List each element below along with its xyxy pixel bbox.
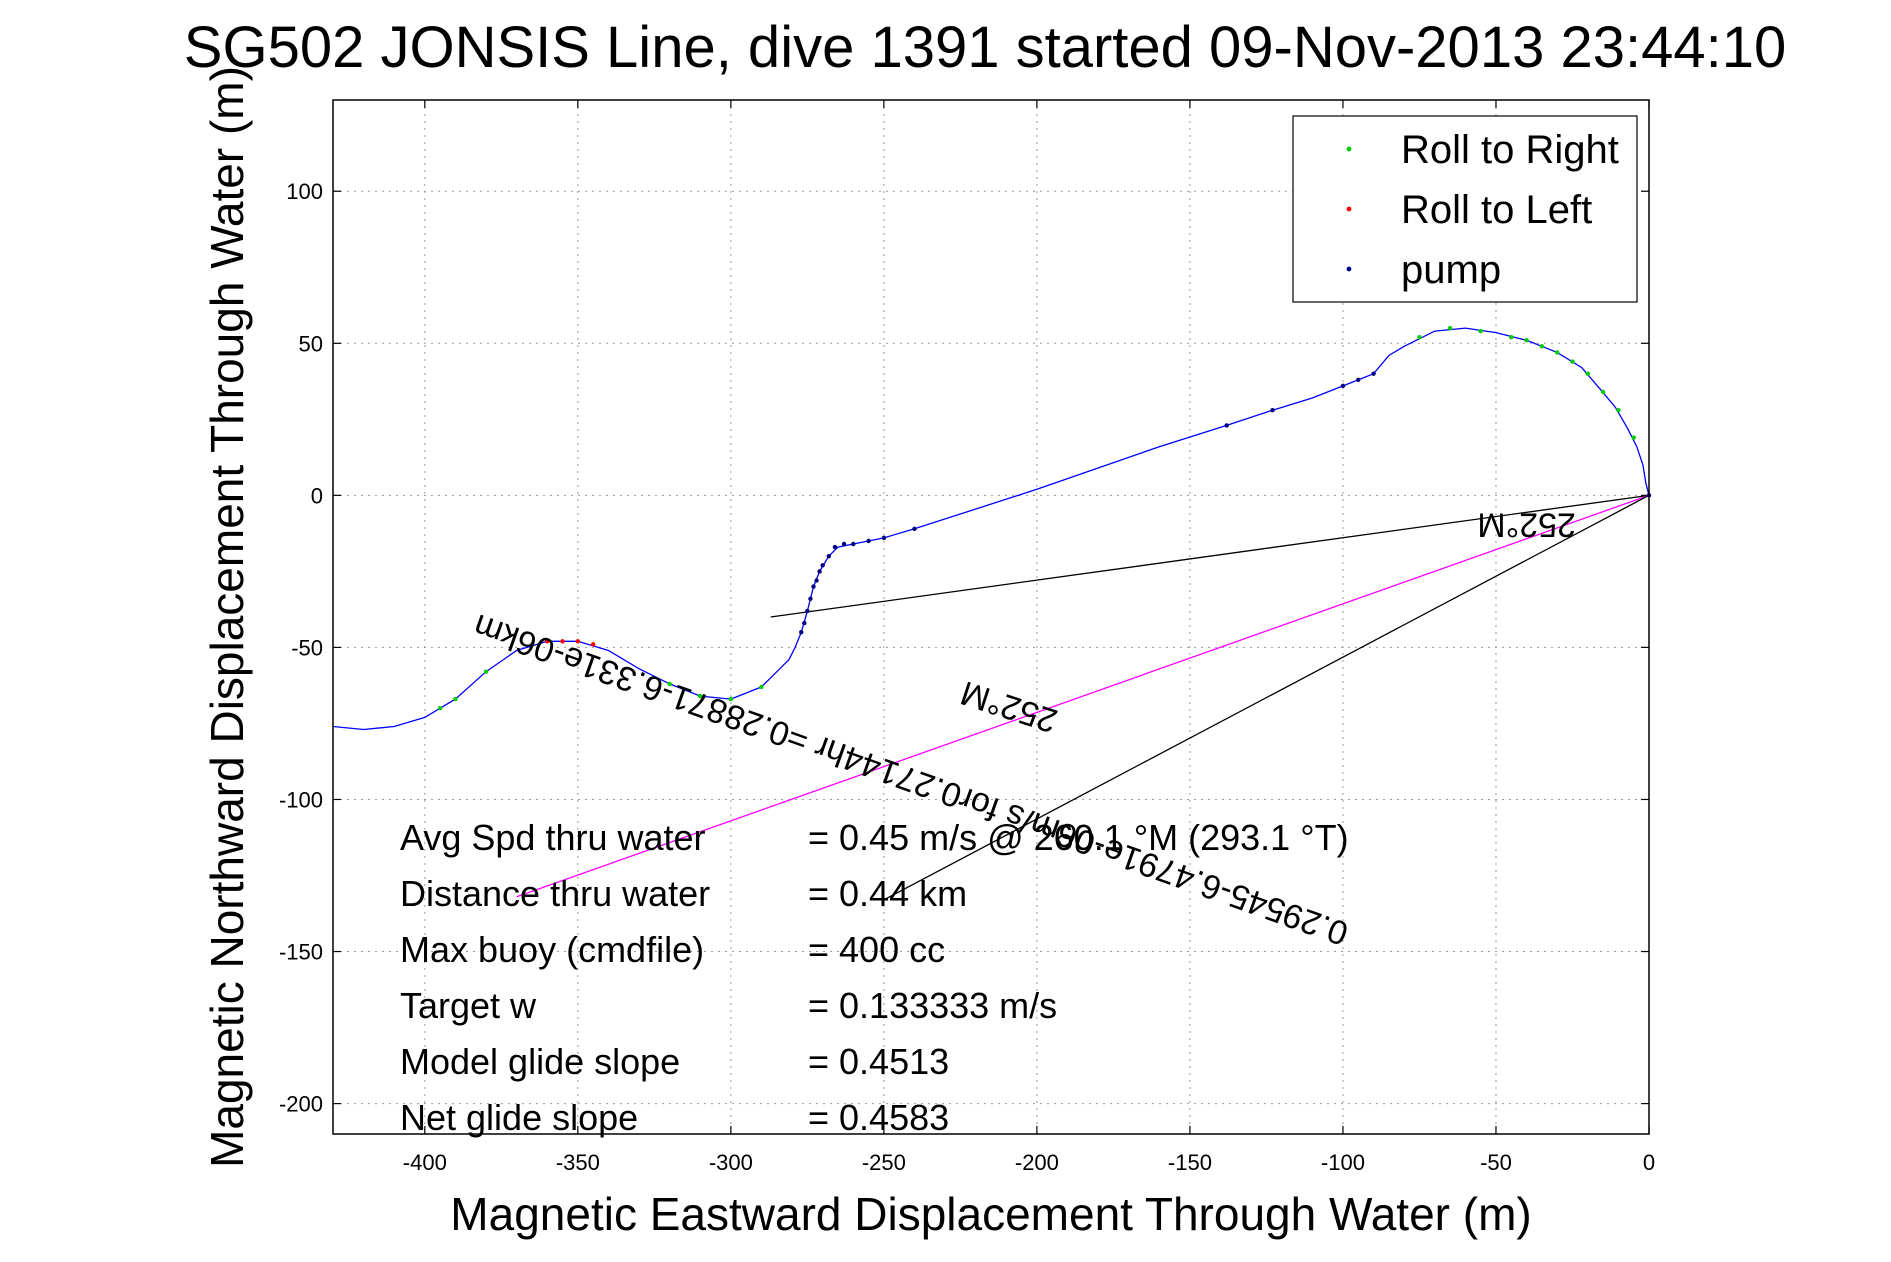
stat-label: Max buoy (cmdfile) <box>400 929 704 970</box>
roll-right-point <box>1509 335 1514 340</box>
x-axis-label: Magnetic Eastward Displacement Through W… <box>450 1188 1531 1240</box>
legend-label: pump <box>1401 248 1501 292</box>
y-tick-label: -150 <box>279 940 323 965</box>
x-tick-label: -350 <box>556 1150 600 1175</box>
vector-label: 252°M <box>956 673 1062 740</box>
roll-right-point <box>759 684 764 690</box>
pump-point <box>851 541 856 547</box>
pump-point <box>841 541 847 547</box>
stat-label: Model glide slope <box>400 1041 680 1082</box>
stat-label: Net glide slope <box>400 1097 638 1138</box>
roll-left-point <box>575 639 581 644</box>
roll-right-point <box>1570 359 1575 364</box>
stat-label: Avg Spd thru water <box>400 817 706 858</box>
roll-right-point <box>667 681 672 687</box>
axis-ticks: -400 -350 -300 -250 -200 -150 -100 -50 0 100 50 0 -5… <box>279 100 1655 1175</box>
roll-left-point <box>590 642 596 647</box>
vector-line <box>770 494 1650 618</box>
chart-title: SG502 JONSIS Line, dive 1391 started 09-… <box>184 15 1786 80</box>
roll-right-point <box>1417 335 1422 340</box>
pump-point <box>881 535 887 541</box>
pump-point <box>912 526 917 532</box>
roll-right-point <box>728 696 734 702</box>
stats-annotations: Avg Spd thru water = 0.45 m/s @ 260.1 °M … <box>400 817 1349 1138</box>
grid <box>333 100 1650 1134</box>
y-tick-label: 100 <box>286 179 323 204</box>
x-tick-label: -400 <box>403 1150 447 1175</box>
legend-marker <box>1346 146 1352 152</box>
pump-point <box>817 569 822 574</box>
x-tick-label: -200 <box>1015 1150 1059 1175</box>
roll-right-point <box>1631 435 1636 440</box>
roll-right-point <box>1554 350 1560 355</box>
track-layer <box>332 325 1652 731</box>
roll-right-point <box>1447 325 1453 331</box>
legend-label: Roll to Left <box>1401 188 1592 232</box>
x-tick-label: -50 <box>1480 1150 1512 1175</box>
x-tick-label: -100 <box>1321 1150 1365 1175</box>
y-tick-label: 0 <box>311 483 323 508</box>
pump-point <box>808 596 813 601</box>
stat-label: Distance thru water <box>400 873 710 914</box>
roll-right-point <box>1600 389 1606 395</box>
vector-label: 252°M <box>1477 506 1576 544</box>
roll-right-point <box>1585 371 1590 376</box>
stat-value: = 0.45 m/s @ 260.1 °M (293.1 °T) <box>808 817 1349 858</box>
pump-point <box>814 578 819 583</box>
pump-point <box>802 620 807 626</box>
roll-left-point <box>545 639 550 644</box>
legend-marker <box>1346 206 1352 212</box>
pump-point <box>1340 383 1346 389</box>
y-tick-label: -100 <box>279 787 323 812</box>
roll-right-point <box>1478 328 1483 334</box>
x-tick-label: -150 <box>1168 1150 1212 1175</box>
roll-right-point <box>453 696 458 702</box>
pump-point <box>866 538 871 544</box>
roll-left-point <box>560 639 565 644</box>
pump-point <box>805 608 810 614</box>
plot-frame <box>332 99 1650 1135</box>
roll-right-point <box>1539 344 1545 349</box>
roll-right-point <box>1616 408 1621 413</box>
roll-right-point <box>483 669 489 674</box>
y-tick-label: -50 <box>291 635 323 660</box>
track-line <box>332 327 1650 731</box>
stat-value: = 0.44 km <box>808 873 967 914</box>
vector-lines <box>516 494 1650 901</box>
stat-value: = 0.4583 <box>808 1097 949 1138</box>
x-tick-label: 0 <box>1643 1150 1655 1175</box>
stat-label: Target w <box>400 985 537 1026</box>
roll-right-point <box>698 693 703 699</box>
pump-point <box>1270 408 1275 413</box>
vector-line <box>516 494 1650 898</box>
pump-point <box>799 630 804 635</box>
legend: Roll to Right Roll to Left pump <box>1292 115 1638 303</box>
legend-label: Roll to Right <box>1401 128 1619 172</box>
legend-marker <box>1346 266 1352 272</box>
x-tick-label: -300 <box>709 1150 753 1175</box>
stat-value: = 400 cc <box>808 929 945 970</box>
pump-point <box>820 563 825 568</box>
pump-point <box>832 544 838 550</box>
x-tick-label: -250 <box>862 1150 906 1175</box>
pump-point <box>1224 423 1229 428</box>
stat-value: = 0.133333 m/s <box>808 985 1057 1026</box>
roll-right-point <box>437 706 443 711</box>
y-tick-label: -200 <box>279 1092 323 1117</box>
pump-point <box>811 584 816 589</box>
roll-right-point <box>1524 338 1529 343</box>
y-axis-label: Magnetic Northward Displacement Through … <box>201 66 253 1168</box>
pump-point <box>1356 377 1361 382</box>
pump-point <box>1371 371 1376 376</box>
pump-point <box>826 553 831 559</box>
vector-line <box>883 494 1650 901</box>
stat-value: = 0.4513 <box>808 1041 949 1082</box>
y-tick-label: 50 <box>299 331 323 356</box>
